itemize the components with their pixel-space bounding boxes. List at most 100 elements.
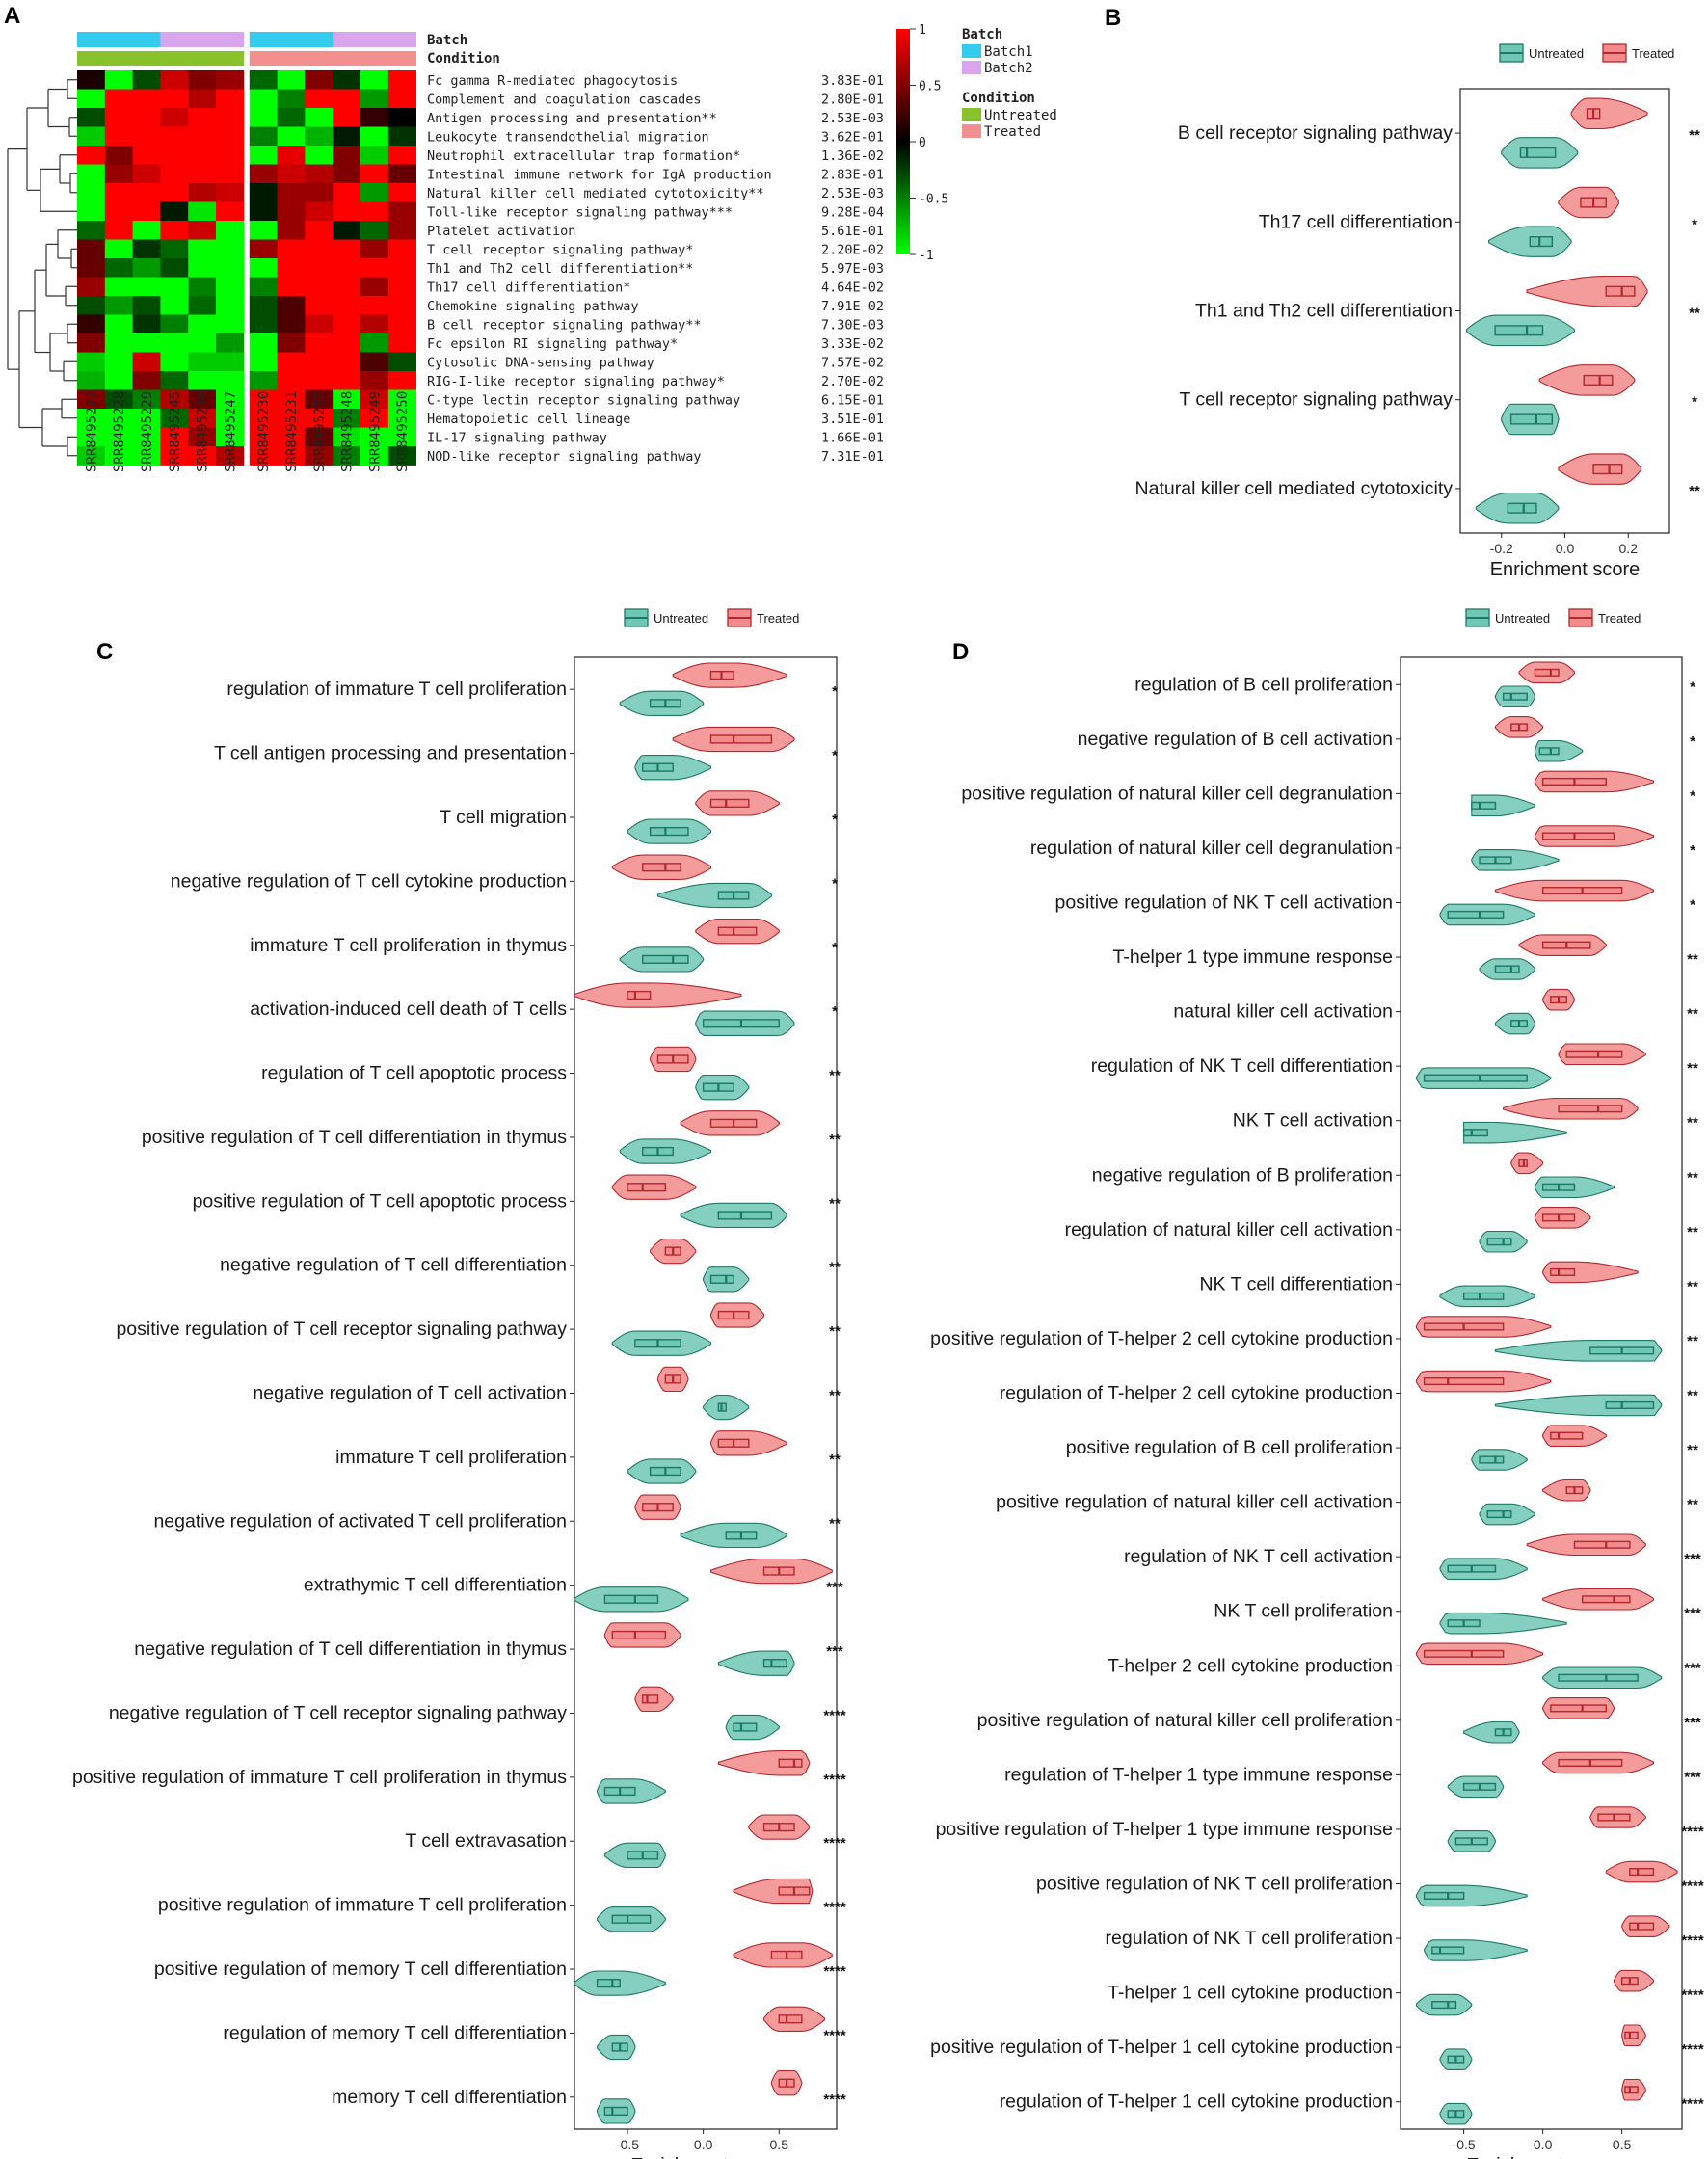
heatmap-p-value: 2.83E-01	[821, 167, 884, 182]
heatmap-cell	[249, 70, 278, 90]
color-scale-bar	[896, 29, 910, 254]
condition-annotation-cell	[360, 51, 389, 66]
heatmap-cell	[216, 258, 245, 278]
violin-panel-c: Untreated Treated regulation of immature T…	[72, 608, 846, 2159]
pathway-label: NK T cell proliferation	[1214, 1601, 1393, 1622]
heatmap-cell	[188, 89, 217, 109]
pathway-label: NK T cell activation	[1233, 1110, 1393, 1132]
violin-group: positive regulation of T-helper 1 type i…	[936, 1806, 1704, 1852]
untreated-violin	[1463, 1121, 1567, 1144]
heatmap-cell	[305, 89, 334, 109]
heatmap-cell	[188, 296, 217, 315]
heatmap-p-value: 7.57E-02	[821, 355, 884, 370]
heatmap-cell	[160, 296, 189, 315]
violin-group: positive regulation of T cell receptor s…	[116, 1302, 841, 1356]
significance-label: *	[832, 812, 838, 828]
significance-label: ****	[1681, 1987, 1704, 2004]
significance-label: **	[1689, 127, 1700, 144]
heatmap-cell	[77, 108, 106, 127]
heatmap-row-label: Intestinal immune network for IgA produc…	[427, 167, 772, 182]
pathway-label: activation-induced cell death of T cells	[250, 999, 567, 1020]
batch-annotation-cell	[305, 32, 334, 47]
heatmap-p-value: 3.83E-01	[821, 73, 884, 89]
heatmap-cell	[104, 277, 133, 297]
heatmap-cell	[387, 89, 416, 109]
significance-label: **	[1687, 1115, 1698, 1132]
heatmap-cell	[188, 70, 217, 90]
heatmap-cell	[333, 371, 361, 390]
heatmap-cell	[104, 239, 133, 259]
significance-label: ***	[1684, 1769, 1701, 1785]
batch-annotation-cell	[360, 32, 389, 47]
significance-label: **	[1687, 1006, 1698, 1023]
significance-label: ***	[826, 1643, 843, 1660]
treated-box	[1624, 2086, 1639, 2094]
x-tick-label: -0.5	[616, 2137, 639, 2152]
batch-annotation-cell	[277, 32, 306, 47]
legend-batch2-swatch	[962, 61, 981, 74]
heatmap-cell	[277, 108, 306, 127]
heatmap-row-label: Th1 and Th2 cell differentiation**	[427, 261, 693, 277]
heatmap-cell	[132, 146, 161, 165]
treated-violin	[717, 1750, 811, 1776]
pathway-label: positive regulation of B cell proliferat…	[1066, 1437, 1393, 1458]
heatmap-cell	[333, 389, 361, 410]
pathway-label: regulation of memory T cell differentiat…	[223, 2022, 567, 2043]
x-tick-label: -0.2	[1490, 541, 1513, 556]
heatmap-cell	[160, 126, 189, 147]
pathway-label: T cell migration	[440, 807, 567, 828]
heatmap-cell	[277, 70, 306, 90]
legend-treated-label: Treated	[757, 611, 799, 626]
heatmap-cell	[249, 258, 278, 278]
heatmap-cell	[77, 126, 106, 147]
significance-label: **	[1687, 1169, 1698, 1186]
heatmap-cell	[216, 352, 245, 372]
heatmap-p-value: 6.15E-01	[821, 392, 884, 408]
heatmap-cell	[160, 146, 189, 165]
heatmap-column-label: SRR8495245	[168, 391, 183, 472]
heatmap-cell	[249, 409, 278, 428]
violin-group: regulation of B cell proliferation *	[1134, 661, 1695, 708]
significance-label: **	[1687, 951, 1698, 968]
pathway-label: T cell antigen processing and presentati…	[214, 743, 567, 764]
heatmap-cell	[104, 352, 133, 372]
significance-label: *	[832, 1003, 838, 1020]
heatmap-cell	[249, 239, 278, 259]
heatmap-cell	[104, 409, 133, 428]
heatmap-cell	[216, 146, 245, 165]
heatmap-color-scale: 1 0.5 0 -0.5 -1	[896, 23, 948, 263]
heatmap-p-value: 7.30E-03	[821, 317, 884, 333]
treated-box	[611, 1630, 667, 1640]
x-tick-label: 0.0	[1556, 541, 1575, 556]
significance-label: ****	[1681, 1879, 1704, 1895]
heatmap-cell	[77, 201, 106, 222]
pathway-label: positive regulation of T cell apoptotic …	[193, 1190, 568, 1212]
legend-batch1-swatch	[962, 44, 981, 58]
pathway-label: T-helper 1 cell cytokine production	[1108, 1983, 1393, 2004]
significance-label: ***	[826, 1580, 843, 1596]
heatmap-column-label: SRR8495246	[196, 391, 211, 472]
treated-box	[1629, 1868, 1655, 1877]
significance-label: *	[1690, 733, 1695, 750]
violin-group: positive regulation of natural killer ce…	[977, 1697, 1701, 1744]
heatmap-cell	[216, 239, 245, 259]
heatmap-cell	[305, 296, 334, 315]
heatmap-row-label: Cytosolic DNA-sensing pathway	[427, 355, 654, 370]
treated-box	[1583, 374, 1614, 386]
heatmap-cell	[216, 409, 245, 428]
panel-label-a: A	[4, 3, 20, 29]
pathway-label: T cell extravasation	[405, 1830, 567, 1852]
pathway-label: natural killer cell activation	[1173, 1001, 1393, 1023]
heatmap-cell	[305, 108, 334, 127]
violin-panel-d: Untreated Treated regulation of B cell pro…	[930, 608, 1704, 2159]
heatmap-cell	[132, 70, 161, 90]
treated-box	[717, 926, 758, 936]
x-tick-label: 0.5	[770, 2137, 789, 2152]
untreated-box	[733, 1722, 758, 1732]
significance-label: *	[832, 748, 838, 764]
violin-group: activation-induced cell death of T cells…	[250, 982, 838, 1036]
untreated-violin	[1494, 1394, 1663, 1417]
heatmap-row-label: Th17 cell differentiation*	[427, 280, 630, 295]
significance-label: *	[1692, 394, 1697, 411]
